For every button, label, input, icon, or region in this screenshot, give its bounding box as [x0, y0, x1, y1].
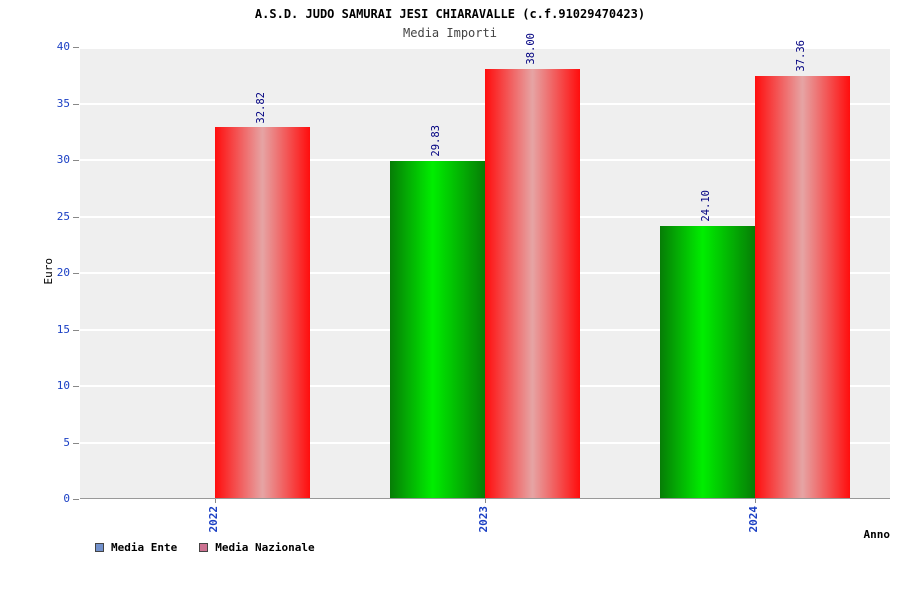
media-ente-swatch	[95, 543, 104, 552]
y-tick-mark	[73, 160, 79, 161]
x-tick-label: 2022	[207, 506, 220, 533]
bar-2024-media-ente	[660, 225, 755, 498]
y-tick-mark	[73, 47, 79, 48]
bar-2023-media-ente	[390, 160, 485, 498]
y-tick-mark	[73, 216, 79, 218]
legend-label-media-nazionale: Media Nazionale	[215, 541, 315, 554]
y-tick-label: 35	[56, 96, 70, 110]
y-tick-label: 0	[63, 492, 70, 505]
bar-value-label: 24.10	[699, 190, 712, 222]
x-tick-label: 2024	[747, 506, 760, 533]
y-tick-label: 5	[63, 435, 70, 449]
y-tick-mark	[73, 386, 79, 387]
bar-2024-media-nazionale	[755, 75, 850, 498]
x-axis-title: Anno	[863, 528, 891, 541]
bar-2022-media-nazionale	[215, 127, 310, 498]
plot-area: 32.82 29.83 38.00 24.10 37.36	[80, 33, 890, 499]
y-tick-label: 10	[56, 379, 70, 392]
y-tick-mark	[73, 329, 79, 331]
y-tick-label: 15	[56, 322, 70, 336]
y-tick-label: 25	[56, 209, 70, 223]
bar-value-label: 32.82	[254, 91, 267, 124]
y-tick-label: 40	[56, 40, 70, 53]
chart-title: A.S.D. JUDO SAMURAI JESI CHIARAVALLE (c.…	[254, 7, 646, 21]
bar-2023-media-nazionale	[485, 68, 580, 498]
bar-value-label: 37.36	[794, 40, 807, 72]
legend-label-media-ente: Media Ente	[111, 541, 178, 554]
bar-value-label: 29.83	[429, 125, 442, 157]
y-tick-mark	[73, 103, 79, 105]
y-tick-label: 30	[56, 153, 70, 166]
x-tick-mark	[485, 499, 486, 503]
legend: Media Ente Media Nazionale	[95, 541, 315, 554]
legend-item-media-ente: Media Ente	[95, 541, 177, 554]
y-tick-mark	[73, 499, 79, 500]
bar-value-label: 38.00	[524, 33, 537, 65]
gridline	[80, 47, 890, 49]
x-tick-label: 2023	[477, 506, 490, 533]
y-tick-mark	[73, 442, 79, 444]
media-nazionale-swatch	[199, 543, 209, 552]
y-tick-label: 20	[56, 266, 70, 279]
x-tick-mark	[755, 499, 756, 503]
y-tick-mark	[73, 273, 79, 274]
legend-item-media-nazionale: Media Nazionale	[199, 541, 315, 554]
x-tick-mark	[215, 499, 216, 503]
chart-subtitle: Media Importi	[403, 26, 497, 40]
